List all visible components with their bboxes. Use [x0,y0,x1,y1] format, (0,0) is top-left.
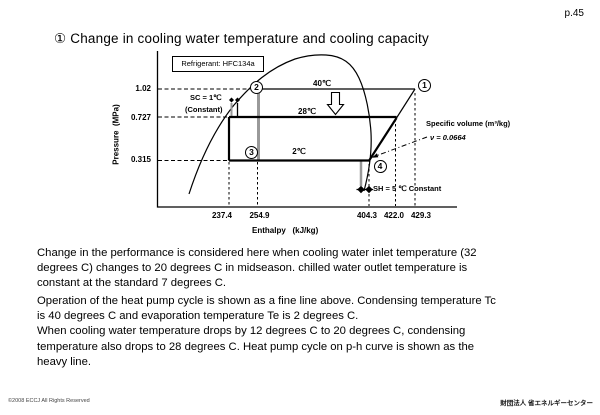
saturation-dome-curve [188,54,372,195]
cycle-point-2: 2 [250,81,263,94]
y-axis-title: Pressure (MPa) [111,104,121,165]
slide-title: ① Change in cooling water temperature an… [54,31,429,46]
cycle-shift-gray-lines [230,89,363,186]
specific-volume-label: Specific volume (m³/kg) [426,119,511,128]
heavy-cycle-lines [227,115,398,163]
specific-volume-pointer [372,136,428,158]
specific-volume-value: ν = 0.0664 [430,133,466,142]
body-line: is 40 degrees C and evaporation temperat… [37,310,359,323]
subcooling-label: SC = 1℃ [190,93,222,102]
body-line: temperature also drops to 28 degrees C. … [37,340,475,353]
body-line: When cooling water temperature drops by … [37,325,466,338]
body-line: Operation of the heat pump cycle is show… [37,295,496,308]
page-number: p.45 [564,8,584,19]
subcooling-constant-label: (Constant) [185,104,223,114]
y-tick-0.315: 0.315 [130,155,151,164]
temp-label-28c: 28℃ [298,107,316,116]
body-line: degrees C) changes to 20 degrees C in mi… [37,262,468,275]
x-tick-404.3: 404.3 [356,211,378,220]
cycle-point-1: 1 [418,78,431,92]
cycle-point-3: 3 [245,146,258,159]
temp-label-40c: 40℃ [313,78,331,88]
x-tick-254.9: 254.9 [249,211,270,220]
refrigerant-label-box: Refrigerant: HFC134a [172,56,264,72]
cycle-point-4: 4 [373,160,387,173]
axis-lines [156,51,457,208]
body-text: Change in the performance is considered … [37,246,587,370]
footer-copyright: ©2008 ECCJ All Rights Reserved [8,398,90,404]
body-line: constant at the standard 7 degrees C. [37,277,227,290]
x-tick-422.0: 422.0 [383,211,405,220]
specific-volume-arrowhead [372,153,379,158]
temp-label-2c: 2℃ [292,147,306,156]
y-tick-1.02: 1.02 [135,84,151,93]
body-line: Change in the performance is considered … [37,247,477,259]
superheat-label: SH = 5 ℃ Constant [373,184,442,193]
y-tick-0.727: 0.727 [130,112,151,122]
footer-organization: 財団法人 省エネルギーセンター [500,400,593,407]
x-axis-title: Enthalpy (kJ/kg) [252,226,319,235]
x-tick-237.4: 237.4 [211,211,233,220]
pressure-gridlines [158,88,250,161]
down-arrow-icon [326,91,345,116]
superheat-diamond-markers [356,185,373,194]
subcooling-diamond-markers [229,97,240,103]
fine-cycle-lines [252,88,416,119]
body-line: heavy line. [37,355,92,368]
refrigerant-label: Refrigerant: HFC134a [181,59,255,68]
x-tick-429.3: 429.3 [410,211,432,220]
